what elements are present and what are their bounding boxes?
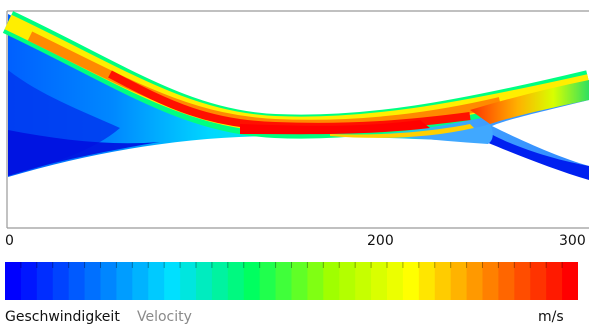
colorbar-step bbox=[339, 262, 356, 300]
colorbar-step bbox=[307, 262, 324, 300]
colorbar-step bbox=[323, 262, 340, 300]
velocity-colorbar bbox=[5, 262, 578, 300]
separation-bubble bbox=[400, 124, 493, 144]
caption-label-english: Velocity bbox=[137, 309, 192, 325]
inlet-core-lower bbox=[8, 130, 160, 176]
colorbar-step bbox=[36, 262, 54, 300]
colorbar-step bbox=[243, 262, 261, 300]
colorbar-step bbox=[450, 262, 468, 300]
colorbar-step bbox=[434, 262, 452, 300]
colorbar-step bbox=[132, 262, 149, 300]
colorbar-step bbox=[546, 262, 563, 300]
colorbar-step bbox=[275, 262, 293, 300]
colorbar-step bbox=[371, 262, 388, 300]
colorbar-step bbox=[164, 262, 181, 300]
colorbar-step bbox=[52, 262, 70, 300]
colorbar-step bbox=[116, 262, 133, 300]
lower-branch bbox=[484, 130, 589, 180]
colorbar-step bbox=[514, 262, 531, 300]
colorbar-step bbox=[259, 262, 277, 300]
scale-tick-min: 0 bbox=[5, 233, 14, 249]
colorbar-step bbox=[227, 262, 245, 300]
caption-unit: m/s bbox=[538, 309, 564, 325]
colorbar-step bbox=[180, 262, 197, 300]
velocity-field-plot bbox=[2, 10, 589, 229]
colorbar-step bbox=[291, 262, 309, 300]
colorbar-step bbox=[68, 262, 86, 300]
colorbar-step bbox=[498, 262, 515, 300]
upper-branch bbox=[470, 80, 589, 124]
colorbar-step bbox=[562, 262, 578, 300]
colorbar-step bbox=[148, 262, 165, 300]
colorbar-step bbox=[20, 262, 38, 300]
colorbar-step bbox=[355, 262, 372, 300]
colorbar-step bbox=[387, 262, 404, 300]
colorbar-step bbox=[530, 262, 547, 300]
scale-tick-max: 300 bbox=[559, 233, 586, 249]
scale-tick-mid: 200 bbox=[367, 233, 394, 249]
caption-label-german: Geschwindigkeit bbox=[5, 309, 120, 325]
colorbar-step bbox=[402, 262, 420, 300]
throat-lower-edge bbox=[330, 124, 474, 138]
colorbar-step bbox=[196, 262, 213, 300]
colorbar-step bbox=[100, 262, 118, 300]
colorbar-step bbox=[5, 262, 22, 300]
colorbar-step bbox=[466, 262, 484, 300]
colorbar-step bbox=[482, 262, 500, 300]
colorbar-step bbox=[84, 262, 102, 300]
throat-core bbox=[240, 120, 430, 135]
colorbar-step bbox=[211, 262, 229, 300]
colorbar-step bbox=[418, 262, 436, 300]
